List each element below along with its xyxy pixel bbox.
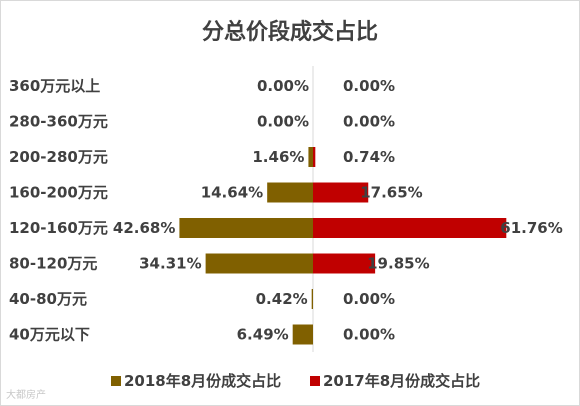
labels-layer: 0.00% 0.00% 1.46% 14.64% 42.68% 34.31% 0.42% 6.… — [113, 77, 563, 344]
legend-label-2018: 2018年8月份成交占比 — [124, 372, 281, 390]
bar-2018 — [292, 324, 313, 345]
category-label: 200-280万元 — [9, 148, 108, 166]
data-label-2017: 0.00% — [343, 77, 395, 95]
category-label: 280-360万元 — [9, 113, 108, 131]
data-label-2017: 19.85% — [367, 255, 429, 273]
data-label-2018: 0.00% — [257, 113, 309, 131]
category-label: 40-80万元 — [9, 290, 87, 308]
data-label-2017: 0.74% — [343, 148, 395, 166]
bar-2018 — [308, 147, 313, 167]
bar-2018 — [179, 218, 313, 238]
bar-2018 — [205, 253, 313, 274]
data-label-2018: 6.49% — [237, 326, 289, 344]
data-label-2017: 0.00% — [343, 290, 395, 308]
data-label-2018: 0.00% — [257, 77, 309, 95]
bars-layer — [179, 147, 507, 345]
legend-swatch-2018 — [111, 376, 121, 386]
data-label-2018: 0.42% — [256, 290, 308, 308]
category-labels: 360万元以上 280-360万元 200-280万元 160-200万元 120-16… — [9, 77, 108, 344]
bar-2017 — [313, 147, 316, 167]
data-label-2017: 17.65% — [360, 184, 422, 202]
watermark: 大都房产 — [6, 390, 46, 401]
bar-2017 — [313, 253, 376, 274]
bar-2017 — [313, 182, 369, 203]
data-label-2018: 42.68% — [113, 219, 175, 237]
bar-2017 — [313, 218, 507, 238]
legend-swatch-2017 — [310, 376, 320, 386]
data-label-2018: 14.64% — [201, 184, 263, 202]
data-label-2018: 34.31% — [139, 255, 201, 273]
data-label-2017: 0.00% — [343, 113, 395, 131]
chart-title: 分总价段成交占比 — [201, 20, 378, 45]
category-label: 40万元以下 — [9, 326, 90, 344]
legend-label-2017: 2017年8月份成交占比 — [323, 372, 480, 390]
category-label: 120-160万元 — [9, 219, 108, 237]
category-label: 360万元以上 — [9, 77, 100, 95]
data-label-2017: 61.76% — [500, 219, 562, 237]
category-label: 80-120万元 — [9, 255, 97, 273]
legend: 2018年8月份成交占比 2017年8月份成交占比 — [111, 372, 480, 390]
bar-2018 — [311, 289, 313, 309]
data-label-2017: 0.00% — [343, 326, 395, 344]
data-label-2018: 1.46% — [252, 148, 304, 166]
bar-2018 — [267, 182, 313, 203]
category-label: 160-200万元 — [9, 184, 108, 202]
